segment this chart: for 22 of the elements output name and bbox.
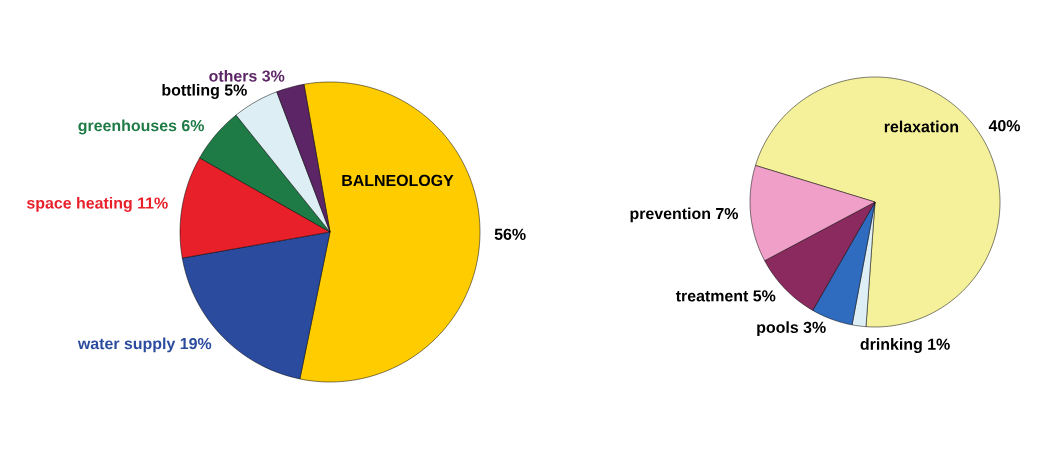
- data-label: 19%: [180, 337, 212, 350]
- data-label: 3%: [262, 70, 285, 82]
- data-label: 5%: [224, 84, 247, 96]
- data-label: 11%: [138, 197, 168, 209]
- slice-label: treatment: [675, 290, 749, 302]
- slice-label: bottling: [162, 83, 219, 99]
- data-label: 56%: [494, 228, 526, 240]
- slice-label: prevention: [630, 207, 710, 223]
- slice-label: drinking: [860, 338, 922, 353]
- data-label: 6%: [181, 119, 205, 132]
- slice-label: others: [209, 69, 257, 82]
- slice-label: greenhouses: [78, 119, 177, 135]
- slice-label: pools: [757, 321, 799, 337]
- slice-label: BALNEOLOGY: [342, 174, 454, 187]
- slice-label: water supply: [77, 337, 176, 353]
- data-label: 3%: [803, 321, 826, 333]
- slice-label: relaxation: [884, 120, 959, 133]
- data-label: 7%: [716, 207, 739, 220]
- slice-label: space heating: [26, 196, 132, 212]
- data-label: 5%: [753, 290, 776, 302]
- data-label: 1%: [928, 338, 950, 350]
- data-label: 40%: [988, 120, 1021, 132]
